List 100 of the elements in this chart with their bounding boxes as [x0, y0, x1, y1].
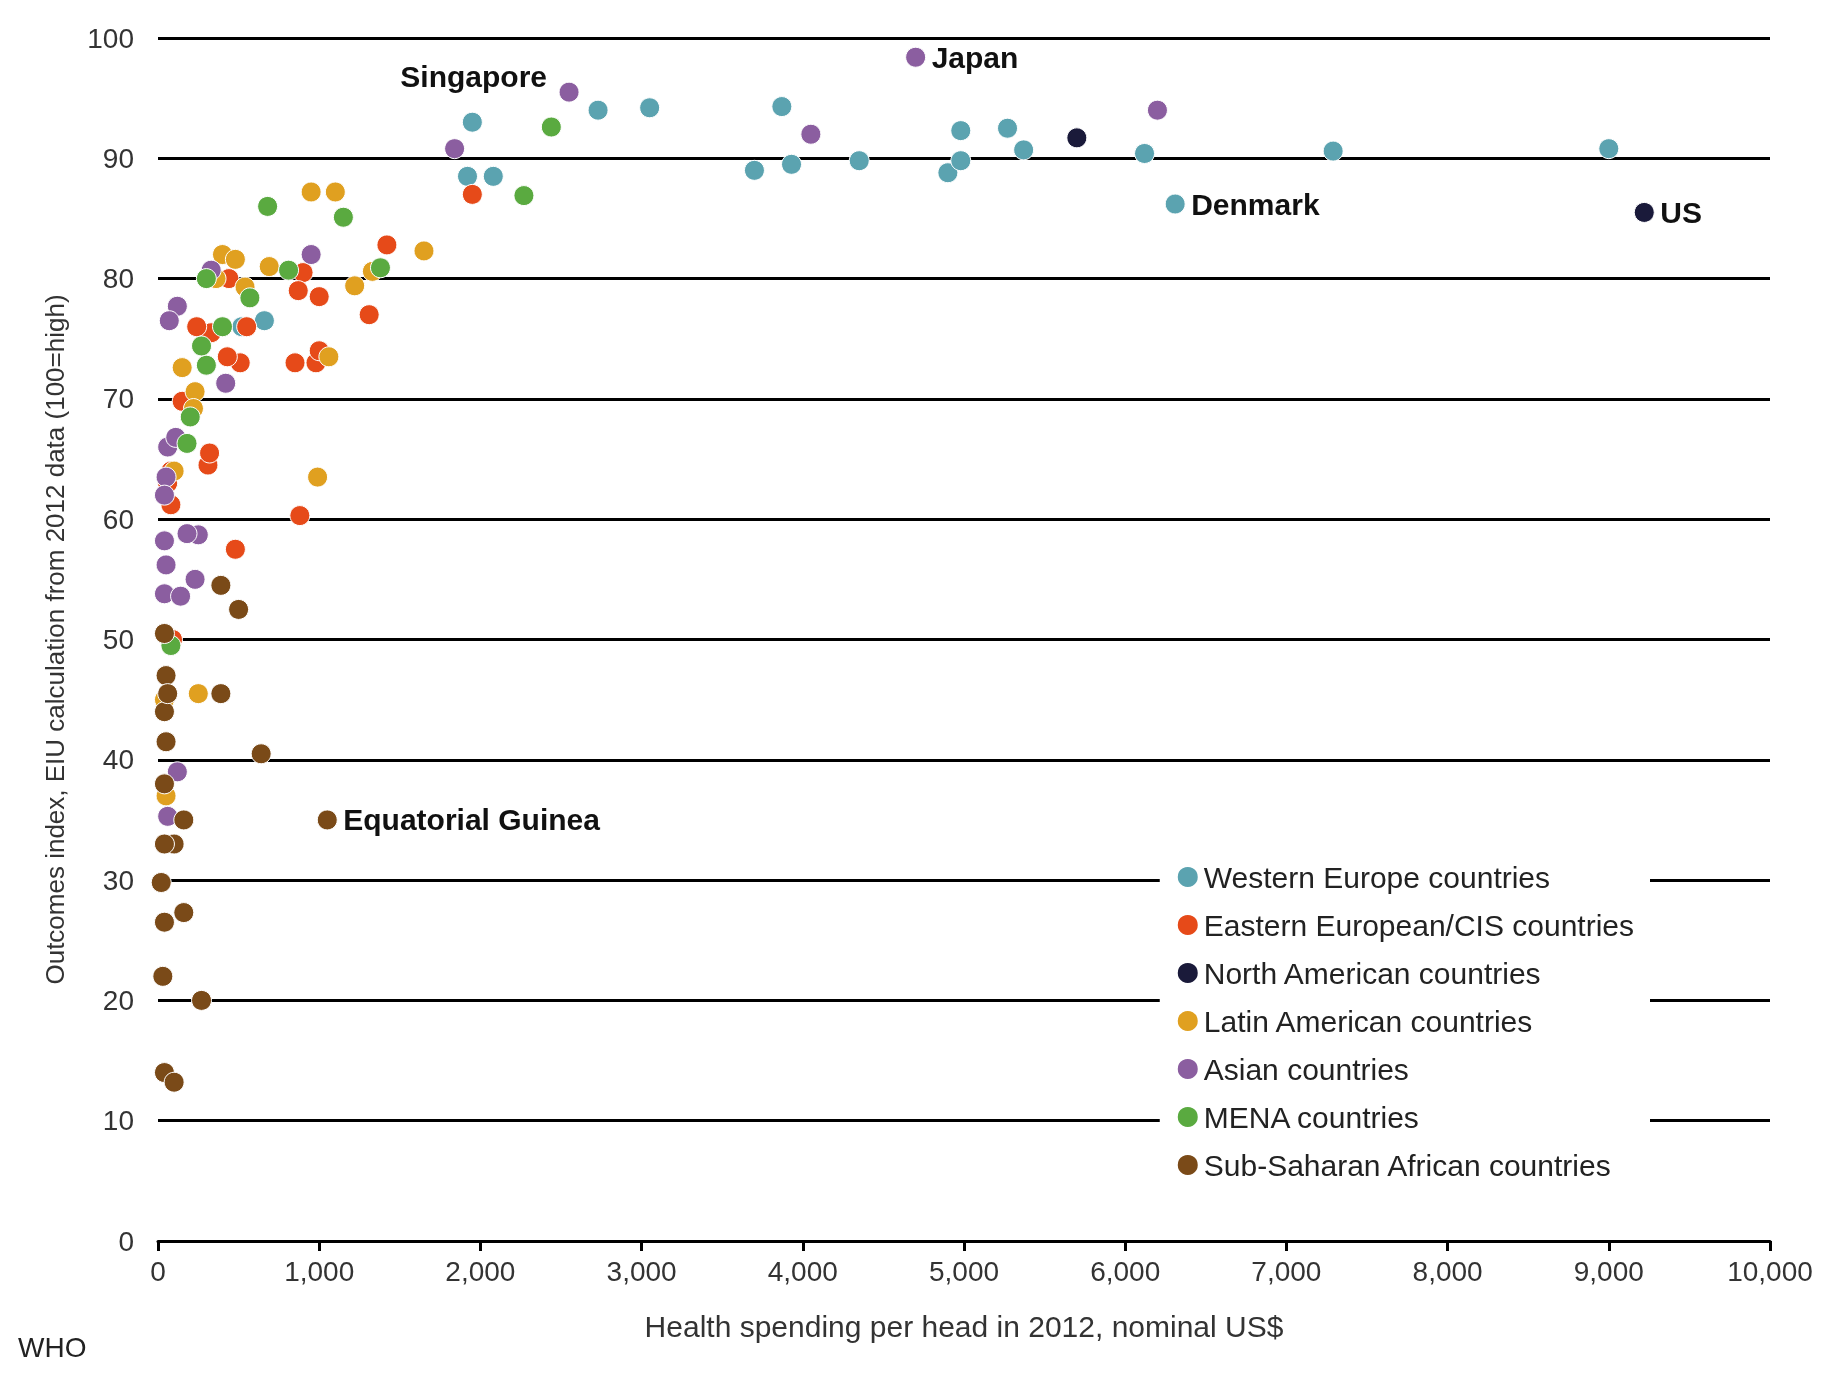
point [1066, 127, 1088, 149]
point [158, 310, 180, 332]
x-tick-label: 9,000 [1573, 1255, 1644, 1287]
point [224, 248, 246, 270]
x-tick-label: 7,000 [1251, 1255, 1322, 1287]
x-tick-label: 5,000 [928, 1255, 1000, 1287]
x-tick-label: 1,000 [284, 1255, 355, 1287]
point [210, 683, 232, 705]
point [332, 206, 354, 228]
point [153, 701, 175, 723]
point [1598, 138, 1620, 160]
y-tick-label: 10 [102, 1105, 134, 1137]
point [153, 622, 175, 644]
y-tick-label: 90 [102, 142, 134, 174]
text: WHO [18, 1331, 87, 1363]
x-tick-label: 6,000 [1090, 1255, 1161, 1287]
point [184, 568, 206, 590]
x-tick-label: 8,000 [1412, 1255, 1483, 1287]
point [800, 123, 822, 145]
point [413, 240, 435, 262]
y-tick-label: 30 [102, 864, 134, 896]
point [212, 316, 233, 338]
annotation: Denmark [1191, 187, 1320, 221]
point [153, 773, 175, 795]
point [997, 117, 1019, 139]
legend-label: MENA countries [1203, 1100, 1419, 1134]
point [253, 310, 275, 332]
point [376, 234, 398, 256]
point [163, 1071, 185, 1093]
legend-label: North American countries [1203, 956, 1541, 990]
point [191, 335, 213, 357]
point [210, 574, 232, 596]
point [176, 432, 198, 454]
point [195, 268, 217, 290]
point [257, 195, 279, 217]
point [307, 466, 329, 488]
point [157, 683, 179, 705]
y-tick-label: 70 [102, 383, 134, 415]
point [461, 183, 483, 205]
y-tick-label: 50 [102, 624, 134, 655]
point [171, 357, 193, 379]
point [587, 99, 609, 121]
point [258, 256, 280, 278]
point [199, 442, 221, 464]
point [558, 81, 580, 103]
legend-label: Eastern European/CIS countries [1203, 908, 1635, 942]
point [287, 280, 309, 302]
y-tick-label: 0 [118, 1225, 134, 1257]
y-tick-label: 20 [102, 984, 134, 1016]
point [1164, 193, 1186, 215]
point [179, 406, 201, 428]
point [153, 833, 175, 855]
point [224, 538, 246, 560]
point [1146, 99, 1168, 121]
legend-label: Latin American countries [1203, 1004, 1533, 1038]
point [176, 523, 198, 545]
point [369, 257, 391, 279]
x-tick-label: 10,000 [1727, 1255, 1813, 1287]
point [250, 743, 272, 765]
x-tick-label: 4,000 [767, 1255, 838, 1287]
point [308, 286, 330, 308]
point [344, 275, 366, 297]
point [152, 965, 174, 987]
point [482, 165, 504, 187]
point [173, 809, 195, 831]
point [300, 244, 322, 266]
point [187, 683, 209, 705]
point [743, 159, 765, 181]
point [1013, 139, 1035, 161]
point [300, 181, 322, 203]
point [639, 97, 661, 119]
point [318, 346, 340, 368]
legend-label: Asian countries [1203, 1052, 1409, 1086]
point [155, 554, 177, 576]
point [166, 761, 188, 783]
point [937, 162, 959, 184]
point [228, 598, 250, 620]
point [186, 316, 208, 338]
y-tick-label: 80 [102, 263, 134, 295]
point [950, 150, 972, 172]
point [195, 354, 217, 376]
point [457, 165, 478, 187]
x-tick-label: 0 [150, 1255, 166, 1287]
y-tick-label: 100 [87, 22, 134, 54]
point [155, 665, 177, 687]
legend-label: Western Europe countries [1203, 860, 1551, 894]
x-axis-title: Health spending per head in 2012, nominal US$ [644, 1309, 1284, 1343]
point [771, 96, 793, 118]
annotation: US [1660, 195, 1702, 229]
legend-label: Sub-Saharan African countries [1203, 1148, 1611, 1182]
point [170, 585, 192, 607]
point [513, 185, 535, 207]
point [781, 153, 803, 175]
point [150, 872, 172, 893]
point [444, 138, 466, 160]
point [284, 352, 306, 374]
annotation: Equatorial Guinea [343, 803, 601, 837]
x-tick-label: 2,000 [445, 1255, 516, 1287]
point [316, 809, 338, 831]
point [1322, 140, 1344, 162]
